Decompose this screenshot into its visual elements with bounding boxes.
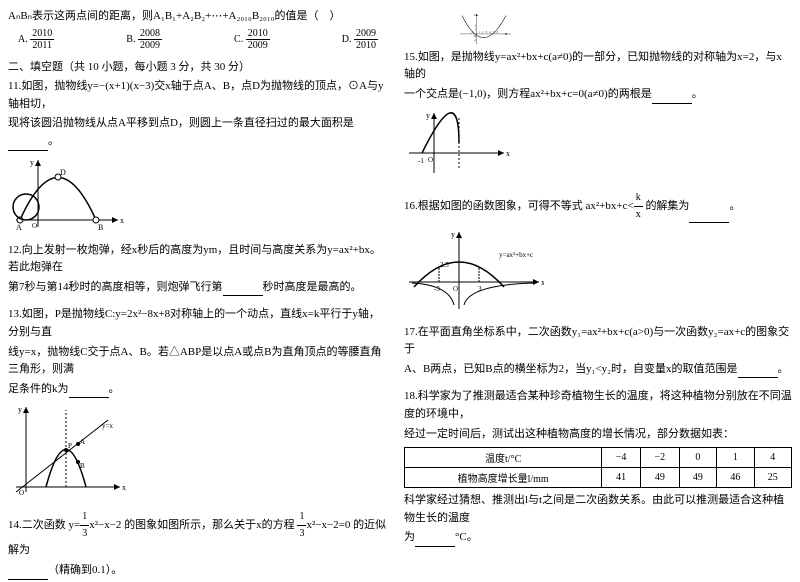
q18-line2: 经过一定时间后，测试出这种植物高度的增长情况，部分数据如表： — [404, 426, 792, 444]
svg-text:P: P — [68, 442, 72, 450]
svg-text:y: y — [18, 405, 22, 414]
q10-text: AₙBₙ表示这两点间的距离，则A₁B₁+A₂B₂+⋯+A₂₀₁₀B₂₀₁₀的值是… — [8, 8, 388, 26]
question-13: 13.如图，P是抛物线C:y=2x²−8x+8对称轴上的一个动点，直线x=k平行… — [8, 306, 388, 501]
q13-figure: x y O y=x P A B — [8, 402, 128, 497]
th-v4: 1 — [717, 448, 754, 468]
question-12: 12.向上发射一枚炮弹，经x秒后的高度为ym，且时间与高度关系为y=ax²+bx… — [8, 242, 388, 299]
q18-line1: 18.科学家为了推测最适合某种珍奇植物生长的温度，将这种植物分别放在不同温度的环… — [404, 388, 792, 423]
question-10-stem: AₙBₙ表示这两点间的距离，则A₁B₁+A₂B₂+⋯+A₂₀₁₀B₂₀₁₀的值是… — [8, 8, 388, 51]
question-11: 11.如图，抛物线y=−(x+1)(x−3)交x轴于点A、B，点D为抛物线的顶点… — [8, 78, 388, 233]
th-v2: −2 — [640, 448, 679, 468]
svg-text:2.5: 2.5 — [440, 261, 449, 269]
svg-text:O: O — [19, 489, 24, 497]
tr-height: 植物高度增长量l/mm — [405, 468, 602, 488]
svg-text:O: O — [453, 285, 458, 293]
opt-a: A. 20102011 — [18, 28, 54, 51]
opt-c: C. 20102009 — [234, 28, 270, 51]
q18-table: 温度t/°C −4 −2 0 1 4 植物高度增长量l/mm 41 49 49 … — [404, 447, 792, 488]
svg-text:-2: -2 — [474, 39, 477, 42]
th-v5: 4 — [754, 448, 791, 468]
svg-text:y: y — [451, 230, 455, 239]
svg-text:O: O — [428, 156, 433, 164]
q13-blank — [69, 386, 109, 398]
q17-line2: A、B两点，已知B点的横坐标为2，当y₁<y₂时，自变量x的取值范围是。 — [404, 361, 792, 379]
q11-blank — [8, 139, 48, 151]
tr-v4: 46 — [717, 468, 754, 488]
svg-text:-1: -1 — [474, 36, 477, 39]
q18-blank — [415, 535, 455, 547]
q15-blank — [652, 92, 692, 104]
svg-text:x: x — [506, 149, 510, 158]
q14-blank — [8, 568, 48, 580]
svg-text:3: 3 — [478, 285, 482, 293]
svg-text:1: 1 — [475, 28, 477, 31]
q10-options: A. 20102011 B. 20082009 C. 20102009 D. 2… — [8, 28, 388, 51]
q16-figure: -3 3 2.5 O x y y=ax²+bx+c — [404, 227, 544, 312]
q11-figure: A B D x y O — [8, 155, 128, 230]
question-18: 18.科学家为了推测最适合某种珍奇植物生长的温度，将这种植物分别放在不同温度的环… — [404, 388, 792, 549]
svg-text:O: O — [32, 222, 37, 230]
q11-line2: 现将该圆沿抛物线从点A平移到点D，则圆上一条直径扫过的最大面积是。 — [8, 115, 388, 150]
svg-text:-3: -3 — [434, 285, 440, 293]
svg-text:y=x: y=x — [102, 422, 113, 430]
q13-line1: 13.如图，P是抛物线C:y=2x²−8x+8对称轴上的一个动点，直线x=k平行… — [8, 306, 388, 341]
q15-line2: 一个交点是(−1,0)，则方程ax²+bx+c=0(a≠0)的两根是。 — [404, 86, 792, 104]
th-v3: 0 — [679, 448, 716, 468]
tr-v3: 49 — [679, 468, 716, 488]
tr-v1: 41 — [602, 468, 641, 488]
svg-text:y: y — [426, 111, 430, 120]
th-v1: −4 — [602, 448, 641, 468]
q12-line2: 第7秒与第14秒时的高度相等，则炮弹飞行第秒时高度是最高的。 — [8, 279, 388, 297]
svg-text:x: x — [120, 216, 124, 225]
q11-line1: 11.如图，抛物线y=−(x+1)(x−3)交x轴于点A、B，点D为抛物线的顶点… — [8, 78, 388, 113]
svg-text:B: B — [80, 462, 85, 470]
tr-v5: 25 — [754, 468, 791, 488]
q15-figure: -1 O x y — [404, 108, 514, 178]
svg-text:y: y — [30, 158, 34, 167]
svg-text:A: A — [16, 223, 22, 230]
svg-text:2: 2 — [475, 25, 477, 28]
q17-blank — [738, 366, 778, 378]
q16-blank — [689, 211, 729, 223]
svg-text:B: B — [98, 223, 103, 230]
svg-text:A: A — [80, 438, 85, 446]
question-14: 14.二次函数 y=13x²−x−2 的图象如图所示，那么关于x的方程 13x²… — [8, 509, 388, 581]
svg-text:x: x — [122, 483, 126, 492]
question-17: 17.在平面直角坐标系中，二次函数y₁=ax²+bx+c(a>0)与一次函数y₂… — [404, 324, 792, 381]
svg-text:x: x — [508, 32, 510, 36]
svg-text:-1: -1 — [418, 157, 424, 165]
question-15: 15.如图，是抛物线y=ax²+bx+c(a≠0)的一部分，已知抛物线的对称轴为… — [404, 49, 792, 182]
q16-line1: 16.根据如图的函数图象，可得不等式 ax²+bx+c<kx 的解集为。 — [404, 190, 792, 223]
question-16: 16.根据如图的函数图象，可得不等式 ax²+bx+c<kx 的解集为。 -3 … — [404, 190, 792, 316]
svg-text:y: y — [474, 13, 476, 17]
svg-text:y=ax²+bx+c: y=ax²+bx+c — [499, 251, 533, 259]
q14-figure: O 1 2 3 4 5 6 -1 1 2 -1 -2 x y — [414, 12, 554, 45]
q12-line1: 12.向上发射一枚炮弹，经x秒后的高度为ym，且时间与高度关系为y=ax²+bx… — [8, 242, 388, 277]
svg-text:x: x — [541, 278, 544, 287]
q17-line1: 17.在平面直角坐标系中，二次函数y₁=ax²+bx+c(a>0)与一次函数y₂… — [404, 324, 792, 359]
opt-d: D. 20092010 — [342, 28, 378, 51]
tr-v2: 49 — [640, 468, 679, 488]
q14-line1: 14.二次函数 y=13x²−x−2 的图象如图所示，那么关于x的方程 13x²… — [8, 509, 388, 560]
q12-blank — [223, 284, 263, 296]
th-temp: 温度t/°C — [405, 448, 602, 468]
q18-line3: 科学家经过猜想、推测出l与t之间是二次函数关系。由此可以推测最适合这种植物生长的… — [404, 492, 792, 527]
q13-line3: 足条件的k为。 — [8, 381, 388, 399]
svg-text:D: D — [60, 168, 66, 177]
q13-line2: 线y=x，抛物线C交于点A、B。若△ABP是以点A或点B为直角顶点的等腰直角三角… — [8, 344, 388, 379]
q18-line4: 为°C。 — [404, 529, 792, 547]
q15-line1: 15.如图，是抛物线y=ax²+bx+c(a≠0)的一部分，已知抛物线的对称轴为… — [404, 49, 792, 84]
opt-b: B. 20082009 — [126, 28, 162, 51]
section-2-header: 二、填空题（共 10 小题，每小题 3 分，共 30 分） — [8, 59, 388, 77]
